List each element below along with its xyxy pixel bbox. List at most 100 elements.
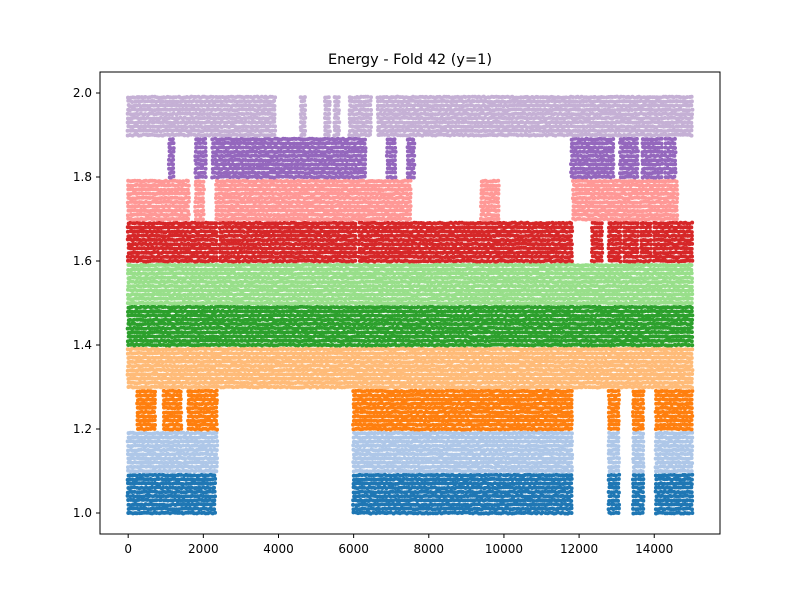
data-point [616, 414, 621, 418]
data-point [689, 456, 694, 461]
data-point [152, 410, 156, 414]
data-point [215, 456, 219, 461]
data-point [185, 494, 190, 499]
data-point [617, 472, 622, 477]
data-point [616, 439, 621, 444]
data-point [446, 506, 451, 511]
data-point [425, 486, 430, 491]
data-point [215, 427, 219, 432]
data-point [690, 472, 695, 477]
data-point [616, 430, 620, 435]
data-point [689, 469, 694, 474]
data-point [641, 389, 646, 394]
data-point [210, 494, 215, 499]
data-point [419, 498, 424, 503]
data-point [430, 490, 435, 495]
data-point [152, 393, 157, 398]
data-point [360, 473, 364, 478]
series-1 [125, 430, 695, 474]
data-point [214, 422, 219, 427]
data-point [214, 414, 219, 418]
data-point [640, 452, 645, 457]
data-point [569, 389, 574, 393]
data-point [616, 481, 621, 486]
data-point [640, 415, 645, 419]
data-point [616, 468, 621, 473]
data-point [689, 427, 694, 432]
data-point [640, 410, 645, 415]
data-point [192, 473, 197, 478]
data-point [373, 486, 378, 491]
data-point [569, 435, 574, 440]
data-point [379, 473, 384, 478]
data-point [640, 490, 645, 495]
data-point [569, 456, 574, 461]
data-point [154, 490, 159, 494]
data-point [690, 414, 695, 418]
data-point [397, 498, 402, 503]
data-point [641, 444, 646, 449]
data-point [167, 481, 172, 486]
data-point [128, 481, 133, 486]
data-point [452, 490, 457, 495]
data-point [178, 397, 183, 402]
data-point [362, 485, 367, 490]
data-point [487, 494, 492, 499]
data-point [478, 511, 483, 516]
data-point [690, 461, 695, 466]
data-point [490, 510, 494, 515]
data-point [377, 507, 382, 512]
data-point [152, 397, 157, 402]
data-point [207, 489, 212, 494]
data-point [439, 506, 444, 511]
data-point [360, 489, 364, 494]
data-point [641, 464, 646, 469]
data-point [154, 498, 159, 503]
data-point [635, 398, 640, 403]
data-point [152, 418, 157, 423]
data-point [212, 485, 216, 490]
data-point [569, 398, 574, 402]
data-point [134, 511, 139, 516]
data-point [569, 448, 574, 453]
data-point [408, 494, 413, 498]
data-point [214, 409, 219, 414]
data-point [641, 498, 646, 503]
data-point [616, 448, 621, 452]
data-point [437, 486, 442, 491]
data-point [690, 511, 695, 515]
data-point [641, 456, 646, 461]
data-point [641, 494, 646, 499]
data-point [441, 502, 446, 507]
data-point [641, 401, 645, 406]
data-point [362, 510, 367, 515]
data-point [689, 490, 694, 495]
data-point [689, 418, 694, 422]
data-point [569, 499, 574, 503]
data-point [569, 414, 574, 419]
data-point [690, 494, 694, 499]
data-point [153, 414, 157, 419]
data-point [616, 490, 621, 495]
data-point [214, 405, 219, 410]
data-point [690, 444, 695, 449]
data-point [641, 477, 646, 482]
data-point [690, 498, 695, 503]
data-point [213, 476, 218, 481]
data-point [417, 503, 422, 508]
data-point [689, 464, 694, 469]
data-point [156, 477, 161, 481]
data-point [181, 482, 186, 487]
data-point [214, 452, 218, 457]
data-point [640, 435, 645, 440]
data-point [616, 456, 621, 461]
data-point [150, 485, 154, 490]
data-point [689, 477, 694, 482]
data-point [132, 489, 137, 494]
data-point [640, 426, 645, 431]
data-point [207, 486, 212, 491]
data-point [496, 506, 501, 511]
data-point [689, 397, 694, 402]
data-point [689, 502, 694, 507]
data-point [461, 490, 466, 494]
